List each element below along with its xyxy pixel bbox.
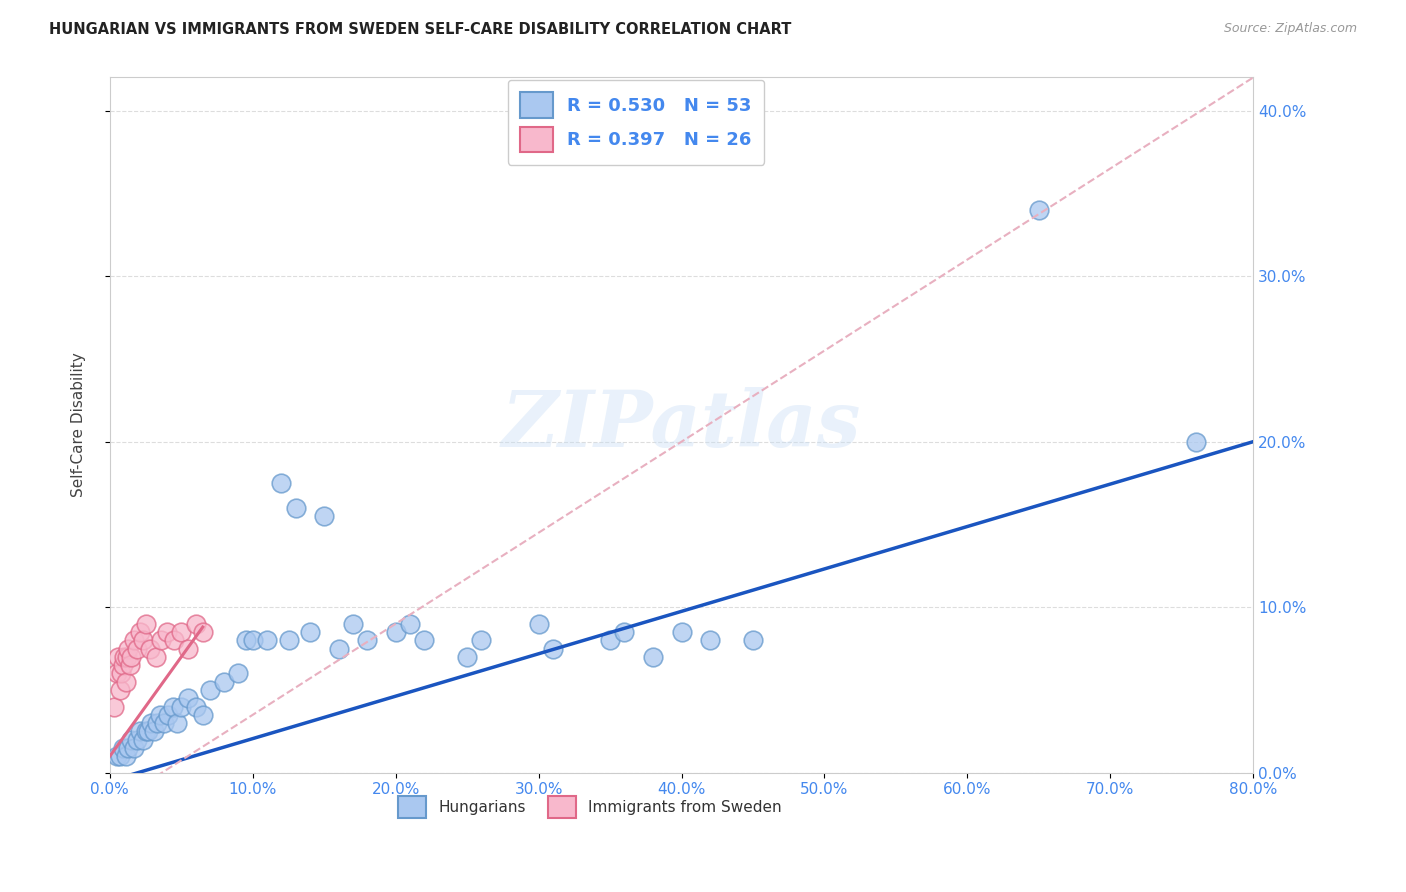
Point — [191, 625, 214, 640]
Point — [103, 699, 125, 714]
Point — [314, 509, 336, 524]
Point — [527, 616, 550, 631]
Point — [120, 732, 142, 747]
Point — [122, 740, 145, 755]
Point — [242, 633, 264, 648]
Point — [198, 683, 221, 698]
Point — [277, 633, 299, 648]
Point — [384, 625, 406, 640]
Point — [613, 625, 636, 640]
Point — [149, 707, 172, 722]
Point — [114, 749, 136, 764]
Point — [1028, 202, 1050, 217]
Text: ZIPatlas: ZIPatlas — [502, 387, 862, 463]
Point — [108, 749, 131, 764]
Point — [125, 641, 148, 656]
Point — [191, 707, 214, 722]
Point — [138, 724, 160, 739]
Point — [256, 633, 278, 648]
Point — [170, 699, 193, 714]
Point — [328, 641, 350, 656]
Point — [110, 666, 132, 681]
Point — [599, 633, 621, 648]
Point — [212, 674, 235, 689]
Point — [150, 633, 173, 648]
Point — [128, 724, 150, 739]
Point — [122, 633, 145, 648]
Point — [153, 716, 176, 731]
Point — [541, 641, 564, 656]
Point — [156, 625, 179, 640]
Point — [413, 633, 436, 648]
Point — [742, 633, 765, 648]
Point — [342, 616, 364, 631]
Point — [120, 649, 142, 664]
Point — [146, 716, 169, 731]
Point — [163, 633, 186, 648]
Point — [162, 699, 184, 714]
Point — [128, 625, 150, 640]
Point — [470, 633, 492, 648]
Point — [170, 625, 193, 640]
Point — [141, 716, 163, 731]
Point — [139, 641, 162, 656]
Point — [108, 683, 131, 698]
Point — [298, 625, 321, 640]
Point — [399, 616, 422, 631]
Point — [456, 649, 478, 664]
Point — [166, 716, 188, 731]
Point — [356, 633, 378, 648]
Point — [107, 649, 129, 664]
Point — [184, 616, 207, 631]
Legend: Hungarians, Immigrants from Sweden: Hungarians, Immigrants from Sweden — [392, 790, 787, 824]
Point — [177, 641, 200, 656]
Point — [135, 724, 157, 739]
Point — [115, 649, 138, 664]
Point — [125, 732, 148, 747]
Point — [112, 649, 135, 664]
Point — [143, 724, 166, 739]
Point — [132, 633, 155, 648]
Point — [235, 633, 257, 648]
Point — [117, 641, 139, 656]
Point — [157, 707, 180, 722]
Text: HUNGARIAN VS IMMIGRANTS FROM SWEDEN SELF-CARE DISABILITY CORRELATION CHART: HUNGARIAN VS IMMIGRANTS FROM SWEDEN SELF… — [49, 22, 792, 37]
Point — [114, 674, 136, 689]
Point — [270, 476, 292, 491]
Point — [671, 625, 693, 640]
Point — [105, 666, 128, 681]
Point — [105, 749, 128, 764]
Y-axis label: Self-Care Disability: Self-Care Disability — [72, 352, 86, 498]
Point — [284, 500, 307, 515]
Point — [111, 658, 134, 673]
Point — [228, 666, 250, 681]
Point — [699, 633, 721, 648]
Point — [132, 732, 155, 747]
Point — [111, 740, 134, 755]
Point — [177, 691, 200, 706]
Point — [135, 616, 157, 631]
Point — [184, 699, 207, 714]
Point — [1185, 434, 1208, 449]
Text: Source: ZipAtlas.com: Source: ZipAtlas.com — [1223, 22, 1357, 36]
Point — [641, 649, 664, 664]
Point — [117, 740, 139, 755]
Point — [145, 649, 167, 664]
Point — [118, 658, 141, 673]
